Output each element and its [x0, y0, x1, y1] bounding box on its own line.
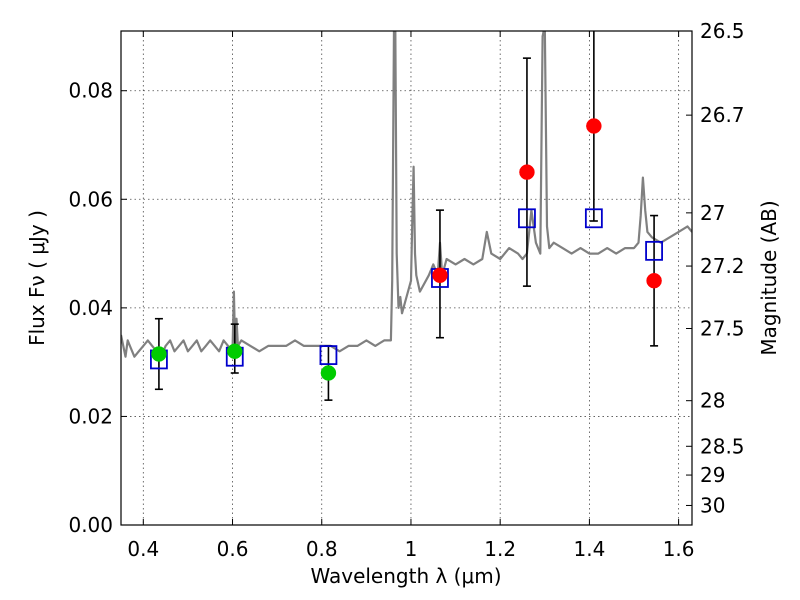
red-data-point [519, 164, 535, 180]
x-tick-label: 0.6 [217, 537, 249, 561]
right-tick-label: 26.5 [700, 19, 745, 43]
y-tick-label: 0.06 [68, 187, 113, 211]
y-axis-left: 0.00 0.02 0.04 0.06 0.08 [68, 79, 127, 537]
right-tick-label: 27 [700, 201, 725, 225]
right-tick-label: 28 [700, 389, 725, 413]
right-tick-label: 27.5 [700, 316, 745, 340]
right-tick-label: 29 [700, 463, 725, 487]
model-square-marker [645, 240, 663, 261]
green-data-point [320, 365, 337, 381]
red-data-point [432, 267, 448, 284]
right-tick-label: 28.5 [700, 434, 745, 458]
green-data-point [151, 346, 167, 362]
y-axis-right-title: Magnitude (AB) [757, 200, 781, 355]
x-tick-label: 1.2 [484, 537, 516, 561]
red-data-point [646, 272, 662, 289]
x-axis-title: Wavelength λ (μm) [310, 564, 501, 588]
y-tick-label: 0.02 [68, 404, 113, 428]
spectrum-line [121, 31, 692, 358]
x-tick-label: 0.8 [306, 537, 338, 561]
plot-area [121, 31, 692, 401]
x-tick-label: 1.6 [663, 537, 695, 561]
model-square-marker [518, 208, 536, 229]
green-data-point [227, 343, 243, 360]
red-data-point [586, 118, 602, 134]
y-tick-label: 0.00 [68, 513, 113, 537]
right-tick-label: 26.7 [700, 103, 745, 127]
x-axis: 0.4 0.6 0.8 1 1.2 1.4 1.6 [127, 31, 695, 561]
model-square-marker [584, 208, 603, 229]
y-tick-label: 0.04 [68, 296, 113, 320]
plot-frame [120, 30, 693, 526]
right-tick-label: 27.2 [700, 254, 745, 278]
model-square-marker [319, 345, 338, 365]
right-tick-label: 30 [700, 493, 725, 517]
y-axis-right: 26.5 26.7 27 27.2 27.5 28 28.5 29 30 [686, 19, 745, 517]
x-tick-label: 0.4 [127, 537, 159, 561]
x-tick-label: 1 [405, 537, 418, 561]
y-tick-label: 0.08 [68, 79, 113, 103]
x-tick-label: 1.4 [573, 537, 605, 561]
y-axis-title: Flux Fν ( μJy ) [25, 210, 49, 346]
